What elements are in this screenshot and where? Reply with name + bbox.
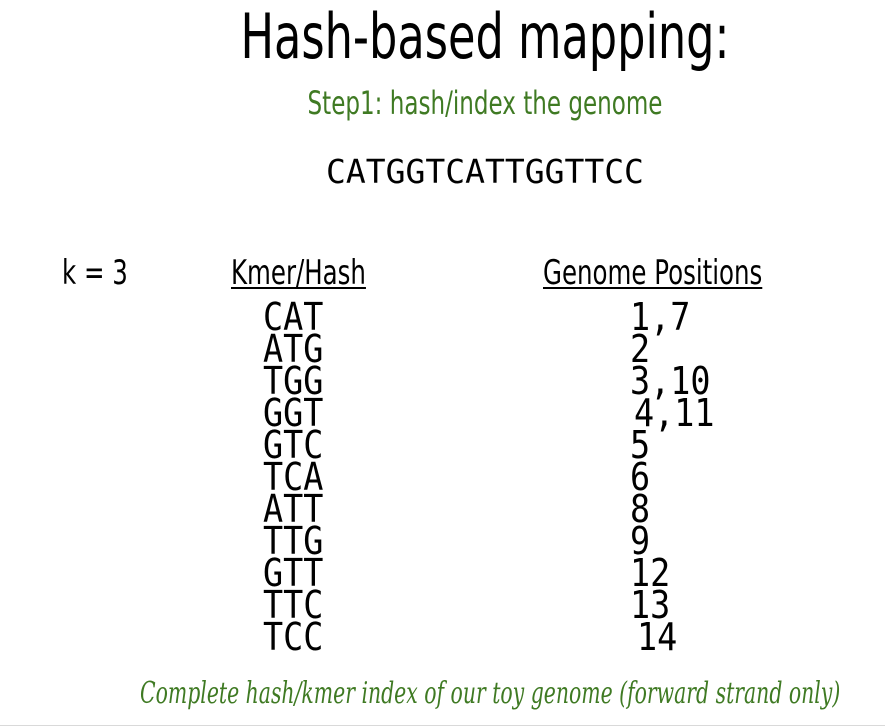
slide-title: Hash-based mapping: — [240, 0, 730, 73]
table-row: TCA 6 — [0, 458, 885, 496]
table-row: ATG 2 — [0, 330, 885, 368]
positions-cell: 1,7 — [630, 295, 691, 339]
positions-cell: 8 — [630, 487, 651, 531]
k-parameter-label: k = 3 — [62, 253, 128, 293]
positions-column-header: Genome Positions — [543, 253, 763, 293]
slide-caption: Complete hash/kmer index of our toy geno… — [140, 676, 841, 711]
positions-cell: 5 — [630, 423, 651, 467]
positions-cell: 14 — [637, 615, 678, 659]
kmer-cell: ATG — [263, 327, 324, 371]
positions-cell: 6 — [630, 455, 651, 499]
kmer-cell: TCA — [263, 455, 324, 499]
kmer-cell: GGT — [263, 391, 324, 435]
kmer-cell: CAT — [263, 295, 324, 339]
positions-cell: 4,11 — [634, 391, 715, 435]
table-row: TGG 3,10 — [0, 362, 885, 400]
table-row: TTC 13 — [0, 586, 885, 624]
kmer-cell: TCC — [263, 615, 324, 659]
kmer-cell: GTC — [263, 423, 324, 467]
positions-cell: 9 — [630, 519, 651, 563]
kmer-cell: TTC — [263, 583, 324, 627]
kmer-index-table: CAT 1,7 ATG 2 TGG 3,10 GGT 4,11 GTC 5 TC… — [0, 298, 885, 656]
kmer-cell: GTT — [263, 551, 324, 595]
bottom-divider — [0, 725, 885, 726]
table-row: TCC 14 — [0, 618, 885, 656]
table-row: TTG 9 — [0, 522, 885, 560]
table-row: GGT 4,11 — [0, 394, 885, 432]
genome-sequence: CATGGTCATTGGTTCC — [326, 152, 644, 191]
table-row: GTC 5 — [0, 426, 885, 464]
positions-cell: 3,10 — [630, 359, 711, 403]
positions-cell: 2 — [630, 327, 651, 371]
table-row: ATT 8 — [0, 490, 885, 528]
kmer-cell: TTG — [263, 519, 324, 563]
positions-cell: 13 — [630, 583, 671, 627]
kmer-column-header: Kmer/Hash — [231, 253, 366, 293]
table-row: CAT 1,7 — [0, 298, 885, 336]
slide-subtitle: Step1: hash/index the genome — [307, 84, 663, 122]
positions-cell: 12 — [630, 551, 671, 595]
kmer-cell: ATT — [263, 487, 324, 531]
kmer-cell: TGG — [263, 359, 324, 403]
table-row: GTT 12 — [0, 554, 885, 592]
